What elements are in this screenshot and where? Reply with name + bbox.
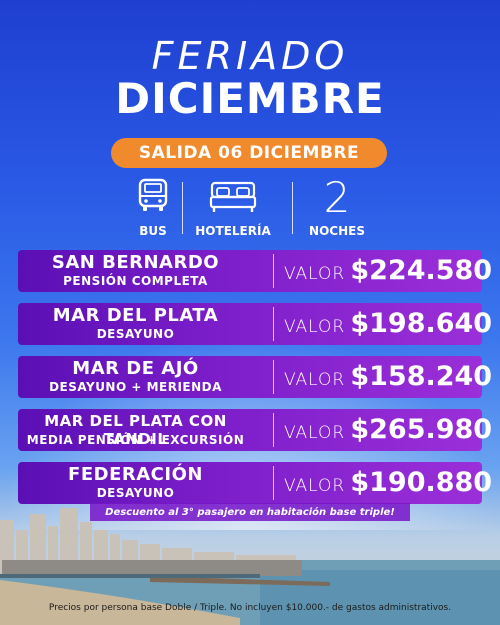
offer-price: $190.880 (350, 467, 493, 498)
offer-plan: DESAYUNO + MERIENDA (49, 380, 222, 394)
offer-plan: DESAYUNO (96, 327, 175, 341)
offer-divider (273, 466, 274, 500)
title-line1: FERIADO (151, 34, 349, 78)
offer-value: VALOR $158.240 (284, 356, 492, 398)
offer-value: VALOR $198.640 (284, 303, 492, 345)
feature-hotel: HOTELERÍA (189, 178, 277, 238)
offer-destination: MAR DEL PLATA (52, 305, 219, 326)
offer-destination: FEDERACIÓN (68, 464, 203, 485)
value-label: VALOR (284, 370, 346, 390)
departure-badge: SALIDA 06 DICIEMBRE (111, 138, 387, 168)
offer-destination: SAN BERNARDO (51, 252, 220, 273)
offer-card: MAR DEL PLATA CON TANDIL MEDIA PENSIÓN +… (18, 409, 492, 451)
offer-plan: MEDIA PENSIÓN + EXCURSIÓN (26, 433, 245, 447)
offer-price: $265.980 (350, 414, 493, 445)
footer-disclaimer: Precios por persona base Doble / Triple.… (48, 603, 452, 613)
promo-banner (90, 503, 410, 521)
offer-plan: DESAYUNO (96, 486, 175, 500)
offer-divider (273, 307, 274, 341)
offer-divider (273, 360, 274, 394)
features-row: BUS HOTELERÍA 2 NOCHES (0, 173, 500, 239)
value-label: VALOR (284, 423, 346, 443)
offer-price: $224.580 (350, 255, 493, 286)
offer-card: FEDERACIÓN DESAYUNO VALOR $190.880 (18, 462, 492, 504)
feature-hotel-label: HOTELERÍA (195, 224, 271, 238)
offer-card: SAN BERNARDO PENSIÓN COMPLETA VALOR $224… (18, 250, 492, 292)
offer-card: MAR DEL PLATA DESAYUNO VALOR $198.640 (18, 303, 492, 345)
value-label: VALOR (284, 317, 346, 337)
offer-destination: MAR DE AJÓ (72, 358, 199, 379)
offer-value: VALOR $224.580 (284, 250, 492, 292)
divider (292, 182, 293, 234)
bus-icon (138, 178, 168, 211)
divider (182, 182, 183, 234)
offer-price: $198.640 (350, 308, 493, 339)
promo-text: Descuento al 3° pasajero en habitación b… (105, 507, 395, 518)
offer-value: VALOR $265.980 (284, 409, 492, 451)
offer-destination: MAR DEL PLATA CON TANDIL (44, 412, 227, 448)
feature-bus-label: BUS (139, 224, 167, 238)
offer-divider (273, 413, 274, 447)
offer-divider (273, 254, 274, 288)
value-label: VALOR (284, 264, 346, 284)
value-label: VALOR (284, 476, 346, 496)
feature-bus: BUS (128, 178, 178, 238)
offer-plan: PENSIÓN COMPLETA (63, 274, 208, 288)
bed-icon (209, 181, 257, 212)
coastal-city-image (0, 508, 500, 625)
offer-value: VALOR $190.880 (284, 462, 492, 504)
nights-number: 2 (323, 173, 351, 222)
offer-card: MAR DE AJÓ DESAYUNO + MERIENDA VALOR $15… (18, 356, 492, 398)
offer-price: $158.240 (350, 361, 493, 392)
title-line2: DICIEMBRE (115, 74, 385, 123)
feature-nights: 2 NOCHES (302, 173, 372, 239)
feature-nights-label: NOCHES (309, 224, 365, 238)
